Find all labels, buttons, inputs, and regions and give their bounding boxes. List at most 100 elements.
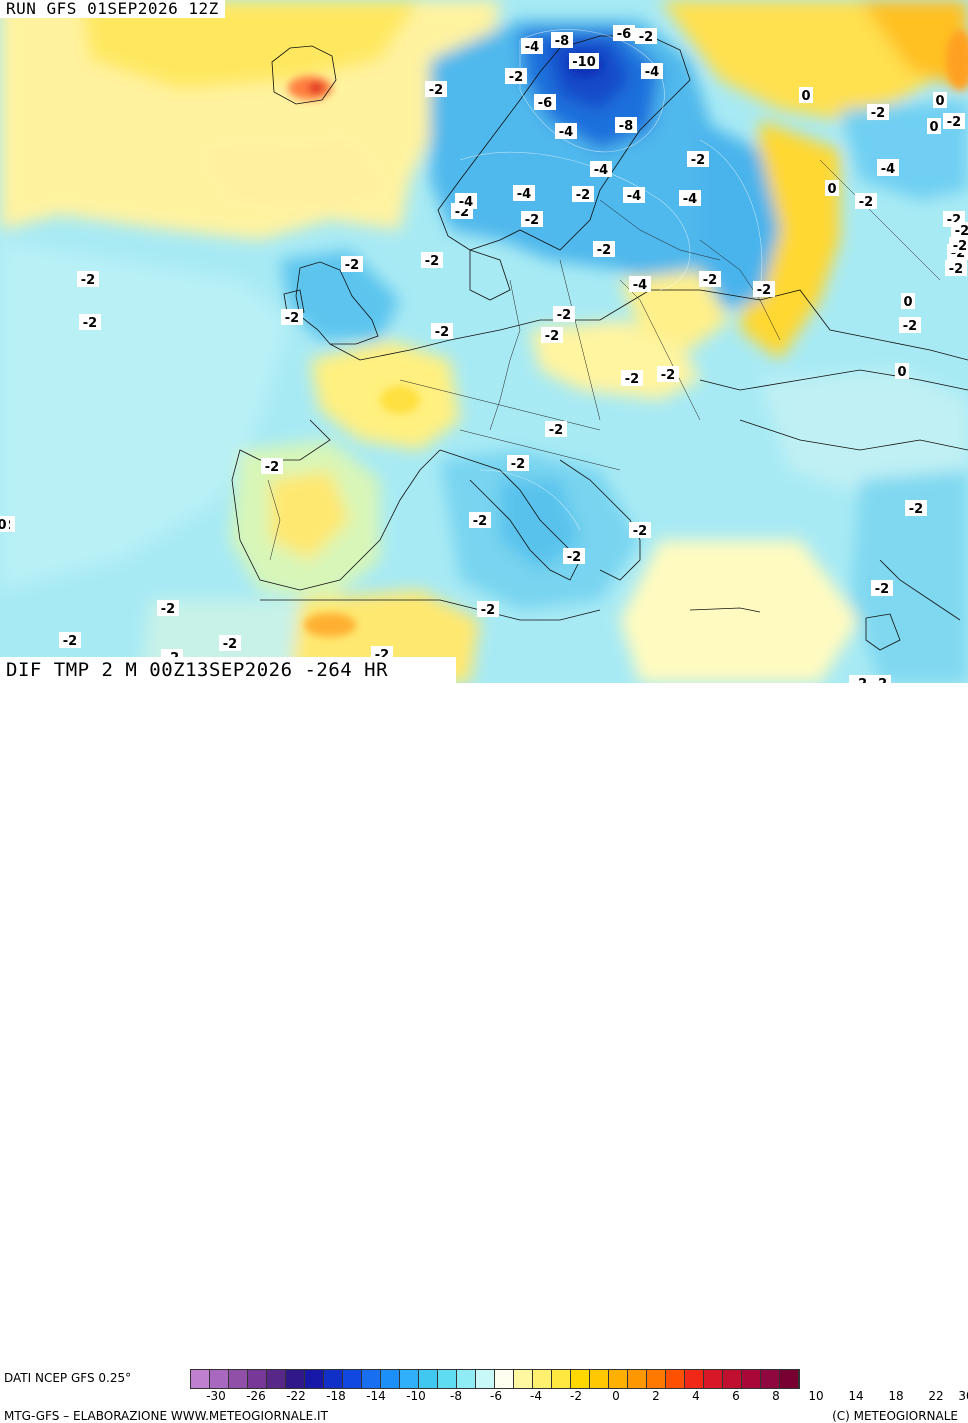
isotherm-label: -4 <box>645 65 659 80</box>
scale-swatch <box>438 1370 457 1388</box>
map-label-bg <box>469 512 491 528</box>
map-label-bg <box>877 160 899 176</box>
isotherm-label: -2 <box>223 637 237 652</box>
map-label-bg <box>699 271 721 287</box>
isotherm-label: -2 <box>549 423 563 438</box>
map-label-bg <box>563 548 585 564</box>
scale-tick-label: 2 <box>652 1389 660 1403</box>
scale-swatch <box>666 1370 685 1388</box>
isotherm-label: -2 <box>557 308 571 323</box>
isotherm-label: -2 <box>661 368 675 383</box>
isotherm-label: -2 <box>873 677 887 683</box>
scale-tick-label: -4 <box>530 1389 542 1403</box>
anomaly-field <box>0 0 968 683</box>
map-label-bg <box>431 323 453 339</box>
scale-tick-label: 10 <box>808 1389 824 1403</box>
map-label-bg <box>553 306 575 322</box>
scale-swatch <box>647 1370 666 1388</box>
isotherm-label: -4 <box>459 195 473 210</box>
map-label-bg <box>613 25 635 41</box>
map-label-bg <box>590 161 612 177</box>
map-labels: -4-8-6-2-10-4-2-2-6-4-80-20-2-2-4-2-4-4-… <box>0 25 968 683</box>
isotherm-label: -2 <box>859 195 873 210</box>
scale-swatch <box>305 1370 324 1388</box>
map-label-bg <box>679 190 701 206</box>
map-label-bg <box>157 600 179 616</box>
map-label-bg <box>455 193 477 209</box>
isotherm-label: -2 <box>953 239 967 254</box>
scale-tick-label: -6 <box>490 1389 502 1403</box>
scale-swatch <box>457 1370 476 1388</box>
scale-swatch <box>210 1370 229 1388</box>
scale-swatch <box>229 1370 248 1388</box>
legend-panel: DATI NCEP GFS 0.25° -30 -26 -22 -18 -14 -10 -8… <box>0 683 968 1423</box>
isotherm-label: -8 <box>619 119 633 134</box>
isotherm-label: -2 <box>576 188 590 203</box>
isotherm-label: -2 <box>435 325 449 340</box>
isotherm-label: -2 <box>511 457 525 472</box>
map-label-bg <box>572 186 594 202</box>
map-label-bg <box>0 516 9 532</box>
isotherm-label: -2 <box>567 550 581 565</box>
map-label-bg <box>635 28 657 44</box>
isotherm-label: -2 <box>691 153 705 168</box>
temperature-anomaly-map: -4-8-6-2-10-4-2-2-6-4-80-20-2-2-4-2-4-4-… <box>0 0 968 683</box>
map-label-bg <box>629 522 651 538</box>
isotherm-label: -2 <box>633 524 647 539</box>
isotherm-label: -2 <box>871 106 885 121</box>
isotherm-label: -4 <box>627 189 641 204</box>
isotherm-label: -2 <box>481 603 495 618</box>
isotherm-label: -2 <box>625 372 639 387</box>
isotherm-label: -2 <box>597 243 611 258</box>
scale-swatch <box>590 1370 609 1388</box>
scale-swatch <box>248 1370 267 1388</box>
isotherm-label: -2 <box>909 502 923 517</box>
scale-tick-label: -22 <box>286 1389 306 1403</box>
isotherm-label: -10 <box>572 55 596 70</box>
isotherm-label: -2 <box>545 329 559 344</box>
map-label-bg <box>825 180 839 196</box>
map-label-bg <box>799 87 813 103</box>
map-label-bg <box>593 241 615 257</box>
scale-tick-label: 22 <box>928 1389 944 1403</box>
map-label-bg <box>77 271 99 287</box>
field-title: DIF TMP 2 M 00Z13SEP2026 -264 HR <box>0 657 456 683</box>
map-label-bg <box>899 317 921 333</box>
map-label-bg <box>927 118 941 134</box>
isotherm-label: -4 <box>525 40 539 55</box>
run-title: RUN GFS 01SEP2026 12Z <box>0 0 225 18</box>
map-label-bg <box>505 68 527 84</box>
scale-tick-label: -14 <box>366 1389 386 1403</box>
map-label-bg <box>869 675 891 683</box>
isotherm-label: 0 <box>903 295 912 310</box>
scale-swatch <box>685 1370 704 1388</box>
scale-tick-label: 4 <box>692 1389 700 1403</box>
isotherm-label: -4 <box>559 125 573 140</box>
isotherm-label: -2 <box>703 273 717 288</box>
isotherm-label: 0 <box>801 89 810 104</box>
scale-tick-label: -18 <box>326 1389 346 1403</box>
color-scale-ticks: -30 -26 -22 -18 -14 -10 -8 -6 -4 -2 0 2 4 6 8 10 14 18 22 3… <box>180 1389 968 1405</box>
isotherm-label: 0 <box>935 94 944 109</box>
data-source-label: DATI NCEP GFS 0.25° <box>4 1371 132 1385</box>
isotherm-label: -6 <box>617 27 631 42</box>
isotherm-label: -2 <box>949 262 963 277</box>
map-label-bg <box>541 327 563 343</box>
scale-swatch <box>552 1370 571 1388</box>
map-label-bg <box>341 256 363 272</box>
map-label-bg <box>281 309 303 325</box>
isotherm-label: -2 <box>345 258 359 273</box>
map-label-bg <box>933 92 947 108</box>
map-label-bg <box>895 363 909 379</box>
scale-tick-label: -26 <box>246 1389 266 1403</box>
map-label-bg <box>849 675 871 683</box>
scale-swatch <box>495 1370 514 1388</box>
scale-tick-label: 0 <box>612 1389 620 1403</box>
map-label-bg <box>623 187 645 203</box>
map-label-bg <box>507 455 529 471</box>
isotherm-label: -4 <box>881 162 895 177</box>
map-label-bg <box>753 281 775 297</box>
map-label-bg <box>219 635 241 651</box>
isotherm-label: -2 <box>875 582 889 597</box>
scale-tick-label: 6 <box>732 1389 740 1403</box>
